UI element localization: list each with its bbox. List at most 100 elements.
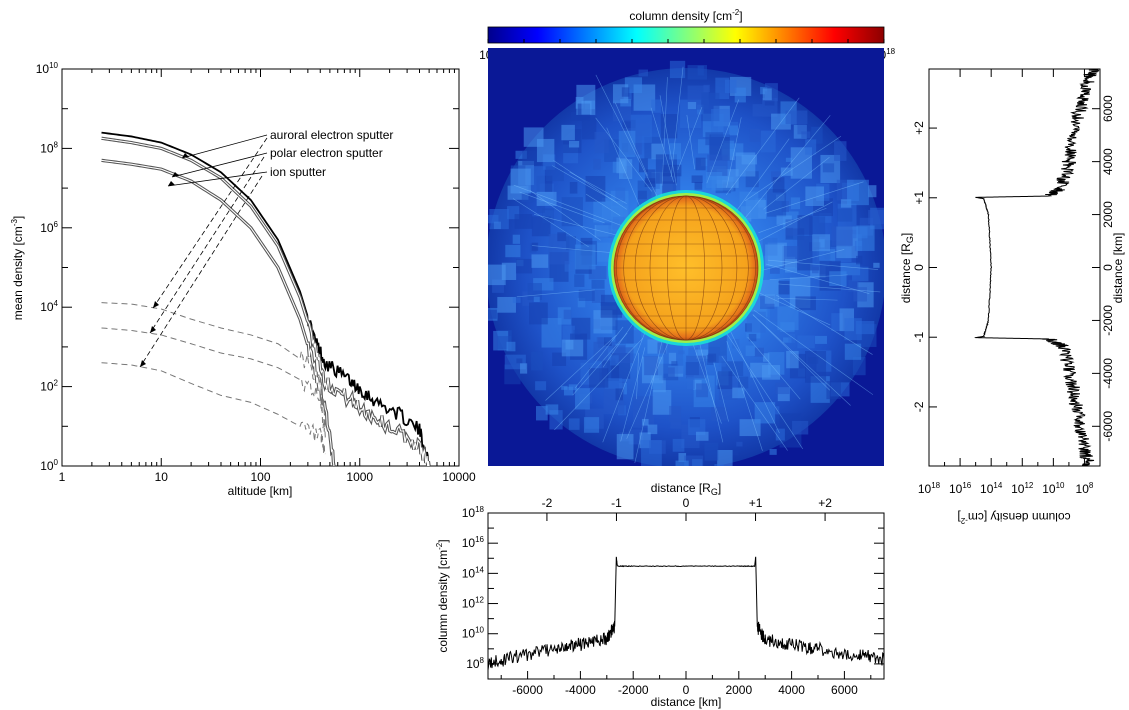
map-texture-block xyxy=(711,407,727,421)
map-texture-block xyxy=(531,254,549,268)
panel-c-xtick-label: 0 xyxy=(683,683,690,697)
map-texture-block xyxy=(515,258,533,274)
map-texture-block xyxy=(805,186,824,207)
panel-a-annotation-label: auroral electron sputter xyxy=(270,128,393,142)
panel-c-xtick-label: -2000 xyxy=(618,683,649,697)
map-texture-block xyxy=(514,214,533,229)
map-texture-block xyxy=(596,337,604,344)
panel-a-xtick-label: 1000 xyxy=(346,470,373,484)
map-texture-block xyxy=(704,442,719,461)
map-texture-block xyxy=(717,450,733,466)
map-texture-block xyxy=(678,350,685,355)
map-texture-block xyxy=(657,342,666,354)
map-texture-block xyxy=(687,65,707,80)
panel-c-top-tick-label: +1 xyxy=(749,496,763,510)
panel-a-series-line xyxy=(101,136,431,466)
panel-c-top-label-end: ] xyxy=(718,481,721,495)
panel-c-xtick-label: 6000 xyxy=(831,683,858,697)
map-texture-block xyxy=(600,302,623,318)
map-texture-block xyxy=(746,311,766,333)
map-texture-block xyxy=(790,197,801,210)
map-texture-block xyxy=(651,143,663,160)
panel-d-left-label: distance [RG] xyxy=(899,233,915,303)
map-texture-block xyxy=(512,234,521,244)
panel-a-ylabel-end: ] xyxy=(11,216,25,219)
map-texture-block xyxy=(516,358,523,364)
map-texture-block xyxy=(736,441,743,447)
map-texture-streak xyxy=(686,114,695,170)
panel-a-ytick-label-exp: 2 xyxy=(54,379,59,388)
map-texture-block xyxy=(610,355,619,366)
panel-c-ytick-label-exp: 16 xyxy=(475,535,484,544)
map-texture-block xyxy=(844,318,862,341)
map-texture-block xyxy=(583,417,600,433)
panel-c-top-tick-label: -2 xyxy=(542,496,553,510)
map-texture-streak xyxy=(661,77,668,186)
map-texture-streak xyxy=(575,326,624,388)
panel-d-axes: -2-10+1+2-6000-4000-20000200040006000101… xyxy=(912,69,1115,496)
map-texture-block xyxy=(581,100,592,115)
panel-a-ytick-label: 106 xyxy=(40,220,58,235)
map-texture-block xyxy=(777,306,799,331)
map-texture-block xyxy=(585,175,606,202)
map-texture-block xyxy=(687,101,697,110)
map-texture-block xyxy=(810,376,830,403)
panel-a-arrowhead xyxy=(150,326,156,333)
map-texture-block xyxy=(557,232,567,242)
map-texture-block xyxy=(669,405,682,422)
panel-d-bottom-label: column density [cm-2] xyxy=(957,510,1070,525)
map-texture-block xyxy=(764,294,775,304)
map-texture-streak xyxy=(752,314,831,391)
panel-a-ytick-label-exp: 10 xyxy=(49,61,58,70)
map-texture-block xyxy=(776,215,792,225)
map-texture-block xyxy=(568,140,580,148)
map-texture-block xyxy=(772,406,780,415)
map-texture-block xyxy=(728,125,739,136)
panel-c-top-tick-label: 0 xyxy=(683,496,690,510)
map-texture-block xyxy=(615,320,634,344)
panel-a-ytick-label: 108 xyxy=(40,140,58,155)
panel-a-series-line-inner xyxy=(101,159,335,466)
map-texture-streak xyxy=(545,334,617,401)
map-texture-block xyxy=(811,265,819,274)
map-texture-block xyxy=(762,353,770,362)
map-texture-block xyxy=(706,355,714,366)
map-texture-block xyxy=(868,185,877,198)
panel-a-ytick-label-exp: 6 xyxy=(54,220,59,229)
panel-a-arrowhead xyxy=(140,360,146,367)
map-texture-streak xyxy=(659,95,677,186)
map-texture-block xyxy=(497,296,516,313)
panel-c-ytick-label-base: 10 xyxy=(462,627,476,641)
panel-a-series-line xyxy=(101,302,326,427)
map-texture-streak xyxy=(572,332,628,396)
map-texture-block xyxy=(812,234,831,252)
map-texture-block xyxy=(749,129,761,142)
map-texture-block xyxy=(535,381,547,391)
map-texture-block xyxy=(668,367,675,378)
map-texture-block xyxy=(671,361,678,366)
panel-a-ylabel: mean density [cm-3] xyxy=(10,216,25,321)
map-texture-block xyxy=(522,291,533,306)
map-texture-block xyxy=(591,279,605,289)
map-texture-streak xyxy=(595,117,653,192)
panel-d-bottom-label-sup: -2 xyxy=(960,516,968,525)
map-texture-block xyxy=(805,139,817,155)
moon-grid xyxy=(614,195,758,341)
map-texture-block xyxy=(754,402,776,424)
map-texture-block xyxy=(688,347,699,356)
panel-c-top-tick-label: -1 xyxy=(611,496,622,510)
panel-a-ytick-label-base: 10 xyxy=(40,380,54,394)
panel-a-ytick-label-base: 10 xyxy=(40,141,54,155)
panel-c-top-label-sub: G xyxy=(711,487,718,497)
map-texture-block xyxy=(695,157,706,171)
panel-a-arrowhead xyxy=(182,153,189,158)
map-texture-block xyxy=(533,296,540,302)
map-texture-streak xyxy=(552,165,618,203)
map-texture-block xyxy=(672,438,685,452)
colorbar-title: column density [cm-2] xyxy=(629,8,742,23)
map-texture-streak xyxy=(730,331,780,434)
map-texture-streak xyxy=(516,289,595,298)
panel-c-ytick-label-exp: 8 xyxy=(480,656,485,665)
map-texture-block xyxy=(688,419,706,436)
panel-d-left-tick-label: -1 xyxy=(912,332,926,343)
